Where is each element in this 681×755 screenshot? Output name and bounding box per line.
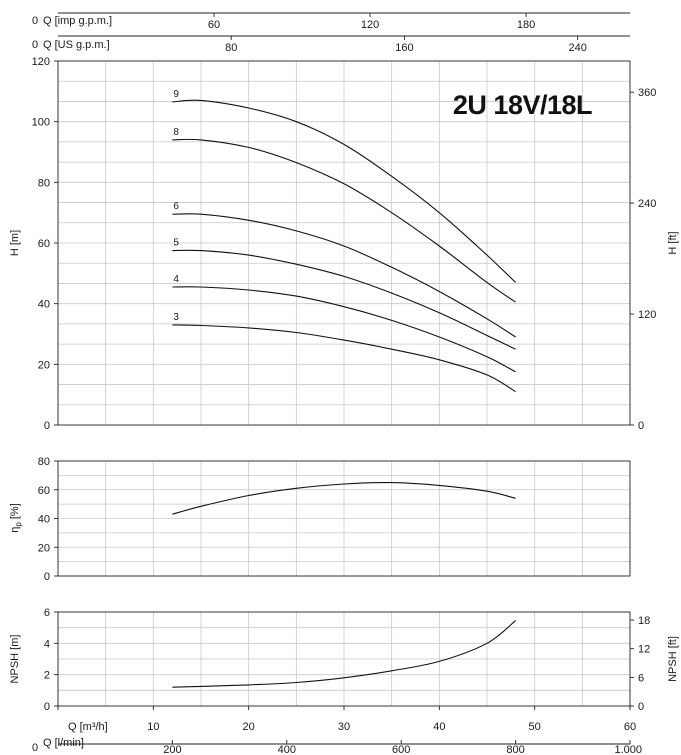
efficiency-y-label: ηp [%] [9,503,23,533]
head-curve-label-6: 6 [173,201,179,212]
npsh-curves [172,620,516,688]
npsh-y-tick-label: 4 [44,638,50,650]
head-y-tick-label: 40 [38,299,50,311]
top-imp-tick-label: 120 [361,19,379,31]
npsh-y-tick-label: 0 [44,701,50,713]
head-right-tick-label: 120 [638,309,656,321]
bottom-axis-lmin-zero: 0 [32,742,38,754]
head-curve-3 [172,324,516,393]
efficiency-y-ticks: 0 20 40 60 80 [38,456,58,583]
top-flow-axes: 0 Q [imp g.p.m.] 0 Q [US g.p.m.] 60 120 18… [32,12,630,54]
head-right-tick-label: 360 [638,87,656,99]
head-curve-6 [172,213,516,338]
head-curve-9 [172,99,516,283]
bottom-m3h-tick-label: 60 [624,721,636,733]
npsh-right-tick-label: 6 [638,672,644,684]
efficiency-y-tick-label: 20 [38,542,50,554]
npsh-right-tick-label: 0 [638,701,644,713]
efficiency-y-tick-label: 40 [38,514,50,526]
bottom-flow-axes: Q [m³/h] 0 Q [l/min] 10 20 30 40 50 60 200 400 6… [32,706,642,755]
npsh-right-tick-label: 12 [638,644,650,656]
bottom-m3h-tick-label: 30 [338,721,350,733]
npsh-y-label: NPSH [m] [9,635,21,684]
head-grid [58,61,630,425]
efficiency-panel: 0 20 40 60 80 ηp [%] [9,456,631,583]
top-us-tick-label: 160 [395,42,413,54]
top-axis-us-label: Q [US g.p.m.] [43,39,110,51]
efficiency-y-tick-label: 0 [44,571,50,583]
head-right-tick-label: 0 [638,420,644,432]
top-us-tick-label: 80 [225,42,237,54]
head-curve-label-5: 5 [173,238,179,249]
bottom-lmin-tick-label: 600 [392,744,410,755]
npsh-right-tick-label: 18 [638,615,650,627]
top-axis-imp-label: Q [imp g.p.m.] [43,15,112,27]
npsh-y-ticks: 0 2 4 6 [44,607,58,713]
efficiency-label-eta: η [9,527,21,533]
efficiency-label-unit: [%] [9,503,21,522]
top-imp-tick-label: 60 [208,19,220,31]
npsh-grid [58,612,630,706]
top-imp-tick-label: 180 [517,19,535,31]
head-right-tick-label: 240 [638,198,656,210]
npsh-y-tick-label: 2 [44,670,50,682]
npsh-panel: 0 2 4 6 0 6 12 18 NPSH [m] NPSH [ft] [9,607,679,713]
head-curve-label-8: 8 [173,127,179,138]
efficiency-curves [172,481,516,515]
head-y-ticks: 0 20 40 60 80 100 120 [32,56,58,432]
head-y-tick-label: 60 [38,238,50,250]
npsh-curve [172,620,516,688]
bottom-axis-ticks: 10 20 30 40 50 60 200 400 600 800 1.000 [57,706,642,755]
head-curve-label-4: 4 [173,274,179,285]
npsh-right-label: NPSH [ft] [667,636,679,682]
efficiency-label-sub: p [14,522,23,527]
top-axis-us-zero: 0 [32,39,38,51]
efficiency-y-tick-label: 60 [38,485,50,497]
bottom-lmin-tick-label: 200 [163,744,181,755]
npsh-right-ticks: 0 6 12 18 [630,615,650,713]
head-y-tick-label: 80 [38,177,50,189]
top-us-tick-label: 240 [568,42,586,54]
bottom-m3h-tick-label: 10 [147,721,159,733]
head-curve-label-9: 9 [173,89,179,100]
chart-title: 2U 18V/18L [453,90,592,120]
npsh-y-tick-label: 6 [44,607,50,619]
head-right-label: H [ft] [667,231,679,254]
head-y-tick-label: 120 [32,56,50,68]
head-curve-label-3: 3 [173,312,179,323]
bottom-axis-lmin-label: Q [l/min] [43,737,84,749]
head-curve-5 [172,249,516,350]
bottom-lmin-tick-label: 1.000 [614,744,642,755]
head-right-ticks: 0 120 240 360 [630,87,656,432]
head-y-tick-label: 0 [44,420,50,432]
bottom-axis-m3h-label: Q [m³/h] [68,721,108,733]
top-axis-ticks: 60 120 180 80 160 240 [208,13,587,54]
efficiency-curve [172,481,516,515]
head-panel: 9 8 6 5 4 3 0 20 40 60 80 100 120 0 120 240 360 2U 18V… [9,56,679,432]
efficiency-y-tick-label: 80 [38,456,50,468]
bottom-m3h-tick-label: 50 [529,721,541,733]
head-y-label: H [m] [9,230,21,256]
head-curve-4 [172,286,516,373]
top-axis-imp-zero: 0 [32,15,38,27]
bottom-lmin-tick-label: 400 [278,744,296,755]
head-curve-8 [172,138,516,303]
bottom-lmin-tick-label: 800 [506,744,524,755]
head-curves: 9 8 6 5 4 3 [172,89,516,393]
head-y-tick-label: 20 [38,359,50,371]
efficiency-grid [58,461,630,576]
bottom-m3h-tick-label: 20 [243,721,255,733]
bottom-m3h-tick-label: 40 [433,721,445,733]
head-y-tick-label: 100 [32,117,50,129]
